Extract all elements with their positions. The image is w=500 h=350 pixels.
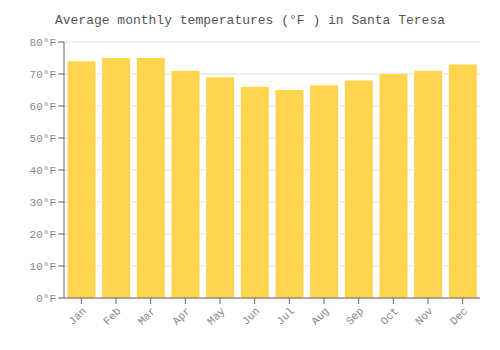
svg-text:Mar: Mar (136, 305, 158, 327)
svg-text:0°F: 0°F (36, 293, 56, 305)
svg-text:Sep: Sep (344, 305, 366, 327)
svg-text:50°F: 50°F (30, 133, 56, 145)
svg-text:May: May (205, 305, 228, 328)
svg-text:Feb: Feb (101, 305, 123, 327)
svg-text:Apr: Apr (170, 305, 192, 327)
svg-text:Jan: Jan (66, 305, 88, 327)
html-text:Average monthly temperatures (: Average monthly temperatures (°F ) in Sa… (55, 13, 445, 28)
svg-text:Jul: Jul (274, 305, 296, 327)
svg-text:Nov: Nov (413, 305, 436, 328)
svg-text:20°F: 20°F (30, 229, 56, 241)
svg-text:60°F: 60°F (30, 101, 56, 113)
svg-text:70°F: 70°F (30, 69, 56, 81)
svg-text:10°F: 10°F (30, 261, 56, 273)
svg-text:Jun: Jun (240, 305, 262, 327)
svg-text:Aug: Aug (309, 305, 331, 327)
svg-text:Oct: Oct (378, 305, 400, 327)
svg-text:Dec: Dec (448, 305, 470, 327)
svg-text:40°F: 40°F (30, 165, 56, 177)
svg-text:30°F: 30°F (30, 197, 56, 209)
svg-text:80°F: 80°F (30, 37, 56, 49)
